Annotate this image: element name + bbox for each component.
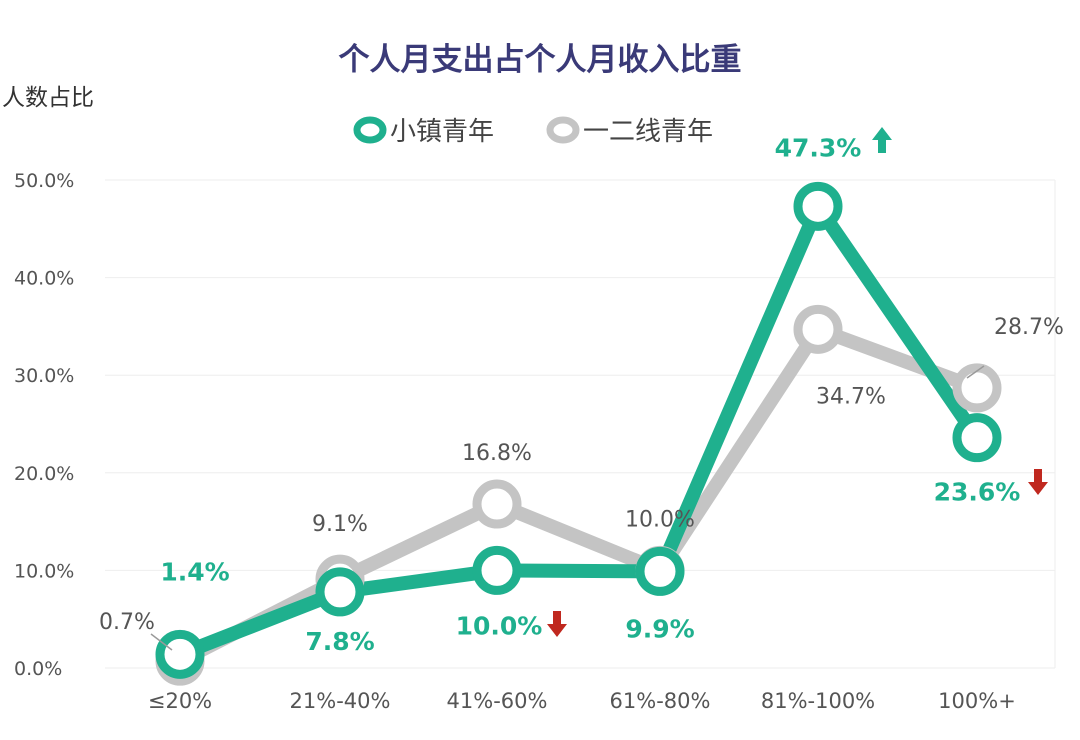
y-tick-label: 10.0%: [14, 560, 74, 582]
y-tick-label: 30.0%: [14, 365, 74, 387]
legend-label: 一二线青年: [583, 117, 713, 147]
data-point: [952, 413, 1002, 463]
leader-line: [966, 365, 985, 379]
data-label: 10.0%: [456, 611, 543, 640]
x-tick-label: 21%-40%: [290, 689, 391, 713]
x-tick-label: ≤20%: [148, 689, 212, 713]
down-arrow-icon: [547, 611, 567, 637]
data-point: [155, 629, 205, 679]
series-layer: [155, 181, 1002, 686]
y-axis-label: 人数占比: [2, 85, 94, 111]
data-label: 1.4%: [160, 557, 229, 586]
data-label: 16.8%: [462, 441, 532, 466]
x-tick-labels: ≤20% 21%-40% 41%-60% 61%-80% 81%-100% 100%+: [148, 689, 1016, 713]
data-label: 28.7%: [994, 315, 1064, 340]
x-tick-label: 61%-80%: [610, 689, 711, 713]
series-line: [173, 199, 984, 662]
x-tick-label: 100%+: [938, 689, 1016, 713]
annotations: [547, 127, 1048, 637]
y-tick-label: 40.0%: [14, 268, 74, 290]
data-point: [635, 546, 685, 596]
chart-title: 个人月支出占个人月收入比重: [339, 42, 742, 78]
legend-marker: [546, 116, 580, 144]
data-label: 9.9%: [625, 614, 694, 643]
leader-line: [150, 633, 173, 651]
y-tick-labels: 0.0% 10.0% 20.0% 30.0% 40.0% 50.0%: [14, 170, 74, 680]
data-label: 47.3%: [775, 133, 862, 162]
data-label: 34.7%: [816, 384, 886, 409]
data-point: [315, 567, 365, 617]
up-arrow-icon: [872, 127, 892, 153]
data-point: [793, 304, 843, 354]
series-line: [173, 322, 984, 669]
legend: 小镇青年 一二线青年: [353, 116, 713, 147]
data-label: 9.1%: [312, 512, 368, 537]
data-labels: 1.4% 7.8% 10.0% 9.9% 47.3% 23.6% 0.7% 9.1% 16.8%…: [99, 133, 1064, 656]
down-arrow-icon: [1028, 469, 1048, 495]
data-point: [472, 479, 522, 529]
data-point: [793, 181, 843, 231]
x-tick-label: 81%-100%: [761, 689, 875, 713]
y-tick-label: 20.0%: [14, 463, 74, 485]
data-label: 10.0%: [625, 507, 695, 532]
y-tick-label: 0.0%: [14, 658, 62, 680]
data-point: [472, 545, 522, 595]
legend-label: 小镇青年: [390, 117, 494, 147]
data-label: 7.8%: [305, 627, 374, 656]
data-label: 23.6%: [934, 478, 1021, 507]
grid-layer: [105, 179, 1056, 669]
y-tick-label: 50.0%: [14, 170, 74, 192]
x-tick-label: 41%-60%: [447, 689, 548, 713]
data-label: 0.7%: [99, 610, 155, 635]
legend-marker: [353, 116, 387, 144]
data-point: [952, 363, 1002, 413]
